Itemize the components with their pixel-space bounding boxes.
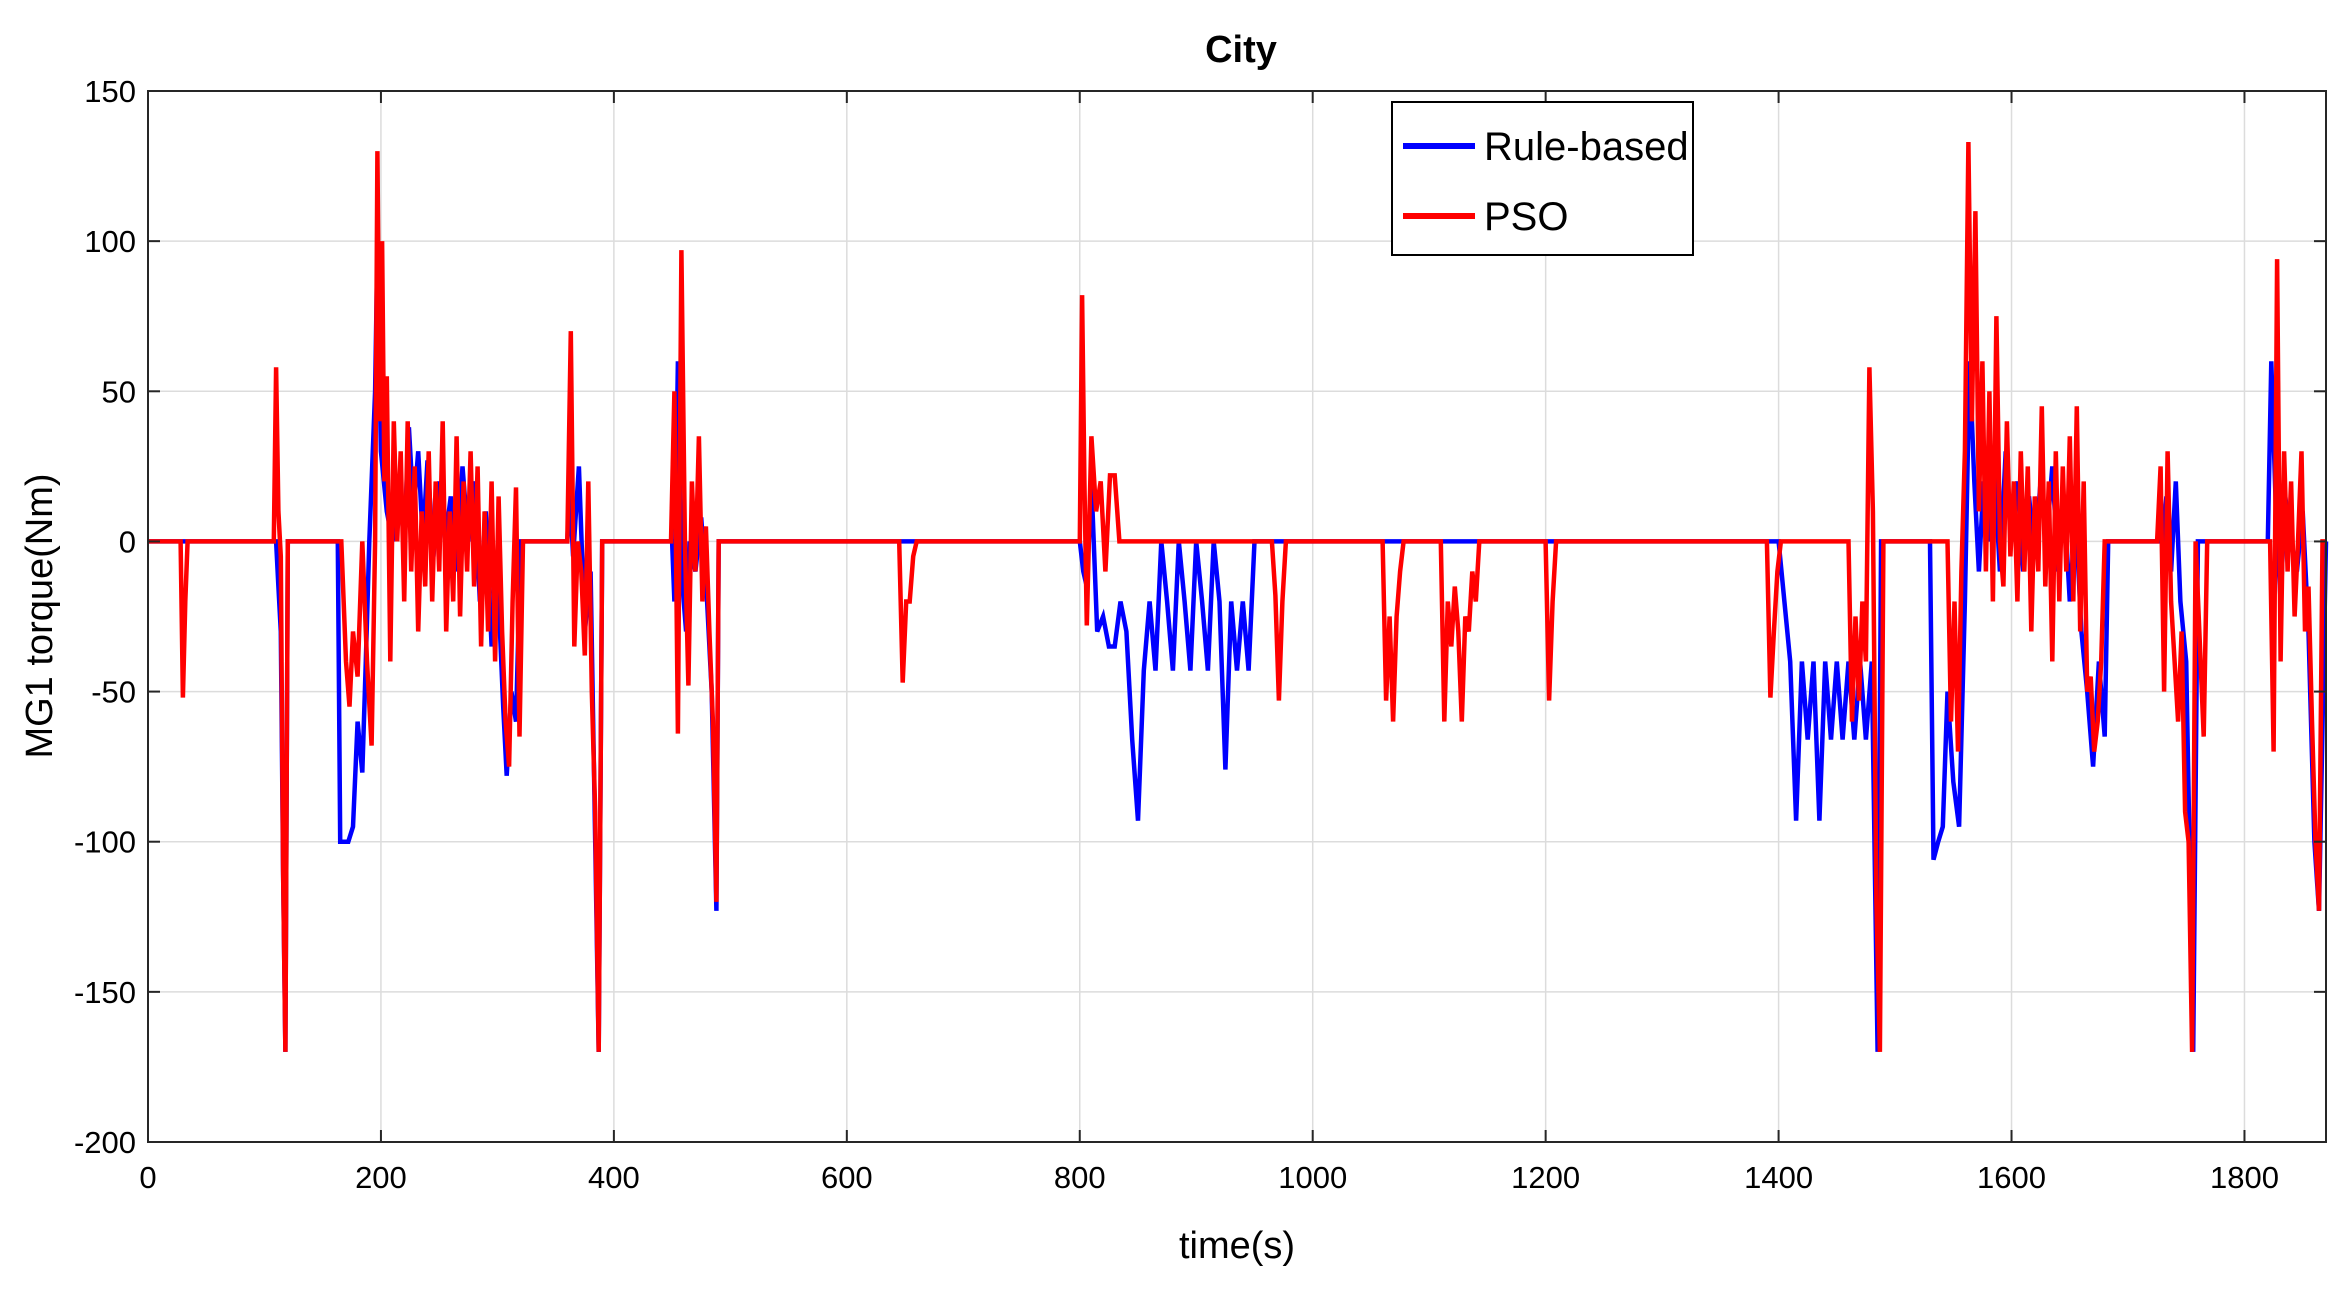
series-line-pso [148,141,2326,1052]
x-tick-label: 1200 [1511,1160,1580,1195]
x-axis-label: time(s) [1179,1225,1295,1267]
y-tick-label: -200 [74,1125,136,1160]
series-layer [148,141,2329,1052]
y-axis-label: MG1 torque(Nm) [19,473,61,758]
x-tick-label: 400 [588,1160,640,1195]
x-tick-label: 600 [821,1160,873,1195]
x-tick-label: 200 [355,1160,407,1195]
x-tick-label: 1600 [1977,1160,2046,1195]
y-axis: 150 100 50 0 -50 -100 -150 -200 [74,74,2326,1160]
y-tick-label: 100 [84,224,136,259]
x-tick-label: 0 [139,1160,156,1195]
y-tick-label: 0 [119,524,136,559]
chart-title: City [1205,29,1277,71]
y-tick-label: -50 [91,675,136,710]
legend-label-pso: PSO [1484,195,1568,239]
x-tick-label: 800 [1054,1160,1106,1195]
grid-lines [148,91,2326,1142]
y-tick-label: -100 [74,825,136,860]
y-tick-label: 150 [84,74,136,109]
legend: Rule-based PSO [1391,101,1694,256]
y-tick-label: 50 [102,374,136,409]
x-tick-label: 1800 [2210,1160,2279,1195]
legend-label-rule-based: Rule-based [1484,125,1689,169]
plot-area [148,91,2326,1142]
axes-box [147,90,2327,1143]
x-axis: 0 200 400 600 800 1000 1200 1400 1600 1800 [139,91,2279,1195]
y-tick-label: -150 [74,975,136,1010]
x-tick-label: 1400 [1744,1160,1813,1195]
x-tick-label: 1000 [1278,1160,1347,1195]
legend-box [1391,101,1694,256]
